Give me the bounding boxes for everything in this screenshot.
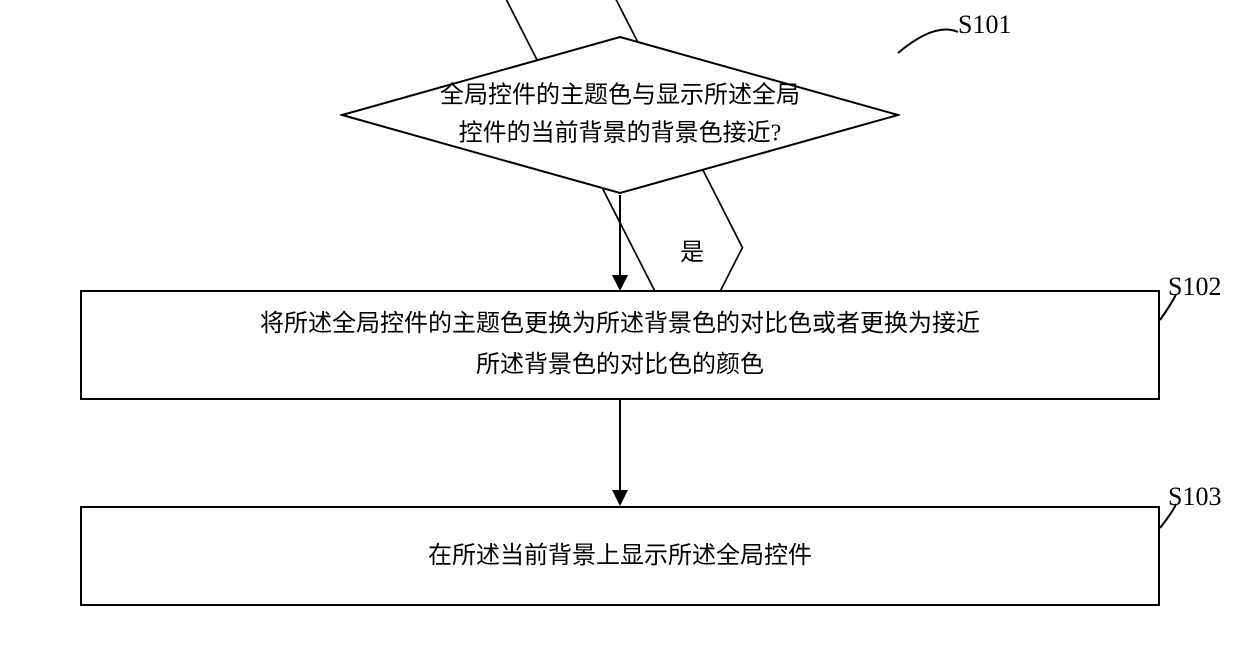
arrow-1-head [612, 275, 628, 291]
step-label-s102: S102 [1168, 272, 1221, 302]
process1-node: 将所述全局控件的主题色更换为所述背景色的对比色或者更换为接近 所述背景色的对比色… [80, 290, 1160, 400]
process1-text-line1: 将所述全局控件的主题色更换为所述背景色的对比色或者更换为接近 [260, 311, 980, 337]
step-label-s103: S103 [1168, 482, 1221, 512]
process1-text: 将所述全局控件的主题色更换为所述背景色的对比色或者更换为接近 所述背景色的对比色… [260, 304, 980, 386]
arrow-1-line [619, 195, 621, 275]
edge-label-yes: 是 [680, 232, 704, 267]
process1-text-line2: 所述背景色的对比色的颜色 [476, 352, 764, 378]
process2-text: 在所述当前背景上显示所述全局控件 [428, 536, 812, 577]
step-label-s101: S101 [958, 10, 1011, 40]
arrow-2-line [619, 400, 621, 490]
process2-node: 在所述当前背景上显示所述全局控件 [80, 506, 1160, 606]
arrow-2-head [612, 490, 628, 506]
